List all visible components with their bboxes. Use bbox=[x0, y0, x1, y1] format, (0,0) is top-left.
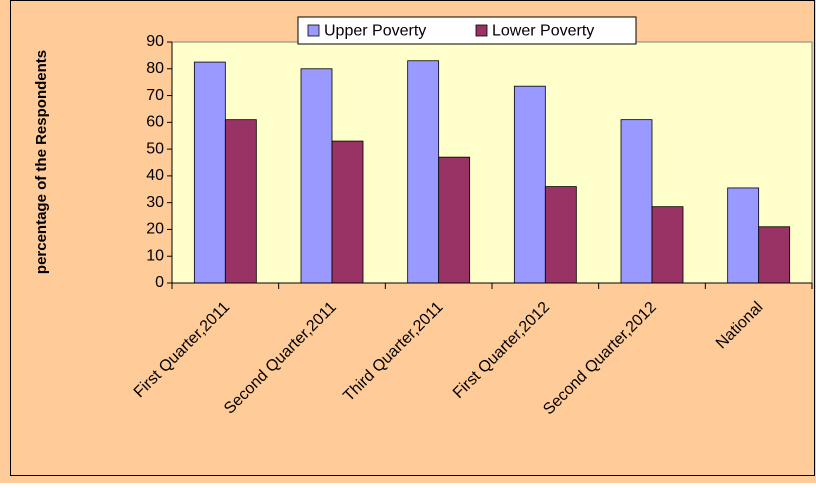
bar bbox=[193, 61, 226, 284]
y-tick-label: 20 bbox=[146, 221, 164, 238]
y-tick-label: 10 bbox=[146, 247, 164, 264]
y-tick-label: 0 bbox=[155, 274, 164, 291]
bar bbox=[331, 140, 364, 284]
y-tick-label: 50 bbox=[146, 140, 164, 157]
bar bbox=[300, 68, 333, 284]
bar bbox=[438, 156, 471, 284]
y-tick-label: 60 bbox=[146, 114, 164, 131]
bar bbox=[620, 119, 653, 284]
y-tick-label: 90 bbox=[146, 33, 164, 50]
legend-swatch bbox=[475, 24, 488, 37]
plot-area bbox=[171, 41, 813, 284]
y-tick-label: 30 bbox=[146, 194, 164, 211]
bar bbox=[513, 85, 546, 284]
legend-box bbox=[297, 16, 637, 45]
y-axis-label: percentage of the Respondents bbox=[33, 50, 50, 274]
legend-swatch bbox=[307, 24, 320, 37]
bar bbox=[407, 60, 440, 284]
bar bbox=[727, 187, 760, 284]
y-tick-label: 70 bbox=[146, 87, 164, 104]
bar bbox=[651, 206, 684, 284]
legend-label: Upper Poverty bbox=[324, 23, 426, 40]
bar bbox=[544, 186, 577, 284]
bar bbox=[224, 119, 257, 284]
y-tick-label: 40 bbox=[146, 167, 164, 184]
frame bbox=[10, 0, 815, 476]
legend-label: Lower Poverty bbox=[492, 23, 594, 40]
y-tick-label: 80 bbox=[146, 60, 164, 77]
bar bbox=[758, 226, 791, 284]
